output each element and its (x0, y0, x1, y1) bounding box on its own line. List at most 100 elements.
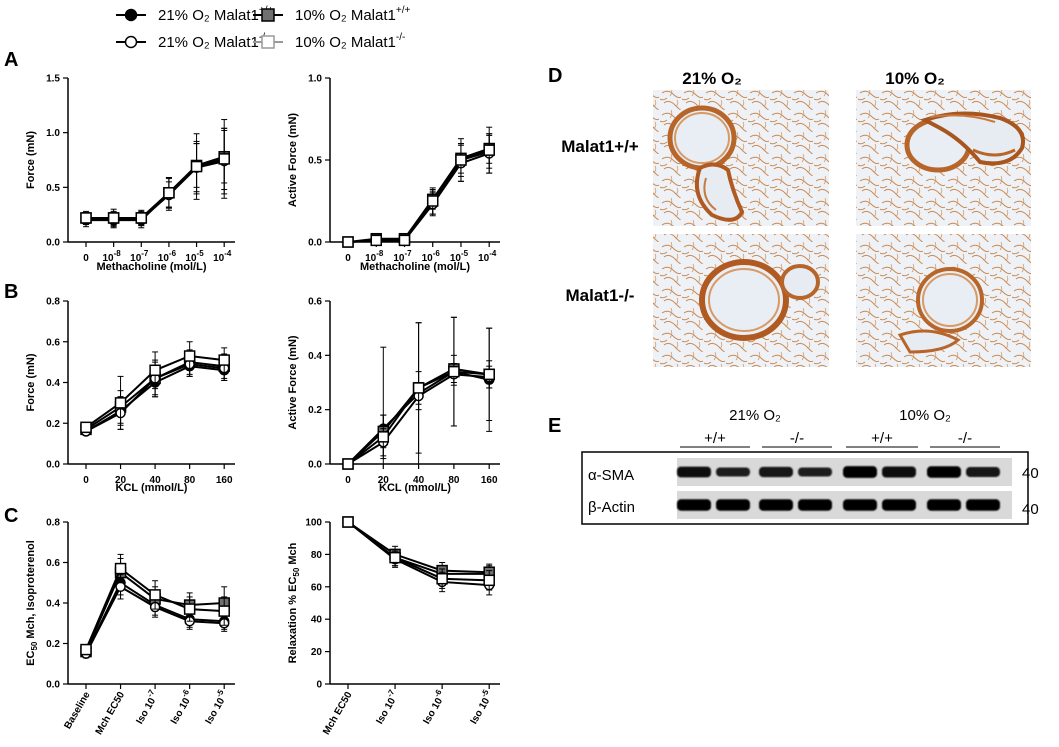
legend-label-wt-normoxia: 21% O₂ Malat1 (158, 7, 259, 24)
data-point (389, 551, 401, 564)
y-tick-label: 0.2 (308, 405, 322, 416)
series-line (347, 152, 490, 243)
y-tick-label: 0.6 (308, 297, 322, 308)
data-point (342, 516, 354, 528)
series-4 (80, 341, 230, 434)
e-genotype-label-3: +/+ (871, 430, 893, 447)
data-point (483, 144, 495, 156)
legend-item-wt-normoxia: 21% O₂ Malat1+/+ (116, 5, 273, 24)
y-axis-label: EC50 Mch, Isoproterenol (25, 540, 39, 666)
d-row-label-wt: Malat1+/+ (561, 137, 639, 156)
y-tick-label: 0.2 (46, 639, 60, 650)
legend-item-ko-normoxia: 21% O₂ Malat1-/- (116, 32, 268, 51)
blot-band (882, 499, 916, 511)
series-4 (342, 316, 495, 470)
data-point (483, 368, 495, 381)
data-point (426, 195, 439, 207)
y-tick-label: 0.5 (308, 156, 322, 167)
panel-letter-a: A (4, 49, 18, 71)
x-tick-label: 10-8 (365, 249, 384, 264)
d-row-label-ko: Malat1-/- (566, 286, 635, 305)
series-3 (342, 516, 495, 596)
histology-image-hypoxia-wt (856, 90, 1031, 226)
x-tick-label: Mch EC50 (94, 690, 128, 737)
series-line (86, 157, 225, 219)
chart-b-active-force: 0.0 0.2 0.4 0.6 0 20 40 80 160 KCL (mmol/L) Active… (287, 297, 500, 494)
x-tick-label: Mch EC50 (321, 690, 355, 737)
x-tick-label: 160 (481, 475, 498, 486)
data-point (183, 603, 196, 615)
x-tick-label: 0 (83, 475, 89, 486)
e-row-label-sma: α-SMA (588, 467, 634, 484)
x-tick-label: 10-8 (103, 249, 122, 264)
series-line (347, 147, 490, 243)
y-tick-label: 20 (311, 647, 323, 658)
series-3 (342, 133, 495, 248)
y-tick-label: 0.0 (308, 238, 322, 249)
data-point (377, 431, 390, 443)
series-line (86, 160, 225, 221)
legend-marker-wt-normoxia (124, 8, 138, 22)
series-4 (342, 126, 495, 248)
panel-e-western-blot: 21% O₂ 10% O₂ +/+ -/- +/+ -/- α-SMA β-Ac… (581, 407, 1039, 525)
x-tick-label: 0 (345, 253, 351, 264)
series-2 (342, 133, 495, 248)
y-axis-label: Active Force (mN) (287, 335, 299, 429)
blot-band (716, 467, 750, 477)
y-tick-label: 80 (311, 550, 323, 561)
series-line (347, 521, 490, 575)
panel-letter-b: B (4, 281, 18, 303)
data-point (190, 160, 203, 173)
x-tick-label: Iso 10-5 (200, 688, 231, 727)
x-tick-label: 0 (83, 253, 89, 264)
x-tick-label: 40 (413, 475, 425, 486)
x-tick-label: 10-7 (393, 249, 412, 264)
data-point (135, 212, 148, 224)
series-3 (80, 127, 230, 227)
x-tick-label: 80 (448, 475, 460, 486)
y-tick-label: 100 (305, 518, 322, 529)
series-2 (80, 129, 230, 226)
y-tick-label: 1.5 (46, 74, 60, 85)
y-tick-label: 40 (311, 615, 323, 626)
e-blot-frame (581, 451, 1029, 525)
blot-band (798, 499, 832, 511)
data-point (218, 354, 230, 366)
data-point (412, 382, 425, 394)
x-tick-label: Iso 10-7 (131, 688, 162, 727)
legend-label-ko-hypoxia: 10% O₂ Malat1 (295, 34, 396, 51)
series-line (347, 150, 490, 243)
blot-band (759, 499, 793, 511)
series-4 (80, 553, 230, 656)
blot-band (927, 466, 961, 478)
data-point (183, 350, 196, 362)
blot-band (843, 466, 877, 478)
blot-band (843, 499, 877, 511)
series-line (347, 521, 490, 574)
y-tick-label: 1.0 (308, 74, 322, 85)
series-1 (342, 134, 495, 248)
data-point (370, 234, 382, 247)
chart-a-active-force: 0.0 0.5 1.0 0 10-8 10-7 10-6 10-5 10-4 Methacholi… (287, 74, 500, 273)
y-tick-label: 0.5 (46, 183, 60, 194)
y-tick-label: 0.0 (46, 460, 60, 471)
histology-image-normoxia-ko (653, 234, 829, 367)
legend: 21% O₂ Malat1+/+ 10% O₂ Malat1+/+ 21% O₂… (116, 5, 410, 51)
panel-letter-d: D (548, 65, 562, 87)
e-mw-actin: 40 (1022, 501, 1039, 518)
svg-text:10% O₂ Malat1-/-: 10% O₂ Malat1-/- (295, 32, 405, 51)
e-bands (677, 466, 1000, 511)
data-point (80, 212, 92, 224)
y-tick-label: 0.0 (308, 460, 322, 471)
histology-image-hypoxia-ko (856, 234, 1031, 367)
x-tick-label: 10-5 (450, 249, 469, 264)
series-line (347, 149, 490, 243)
y-tick-label: 0.8 (46, 297, 60, 308)
histology-image-normoxia-wt (653, 90, 829, 226)
data-point (218, 605, 230, 617)
series-line (86, 157, 225, 222)
data-point (149, 589, 161, 601)
blot-band (677, 499, 711, 511)
data-point (163, 187, 175, 199)
